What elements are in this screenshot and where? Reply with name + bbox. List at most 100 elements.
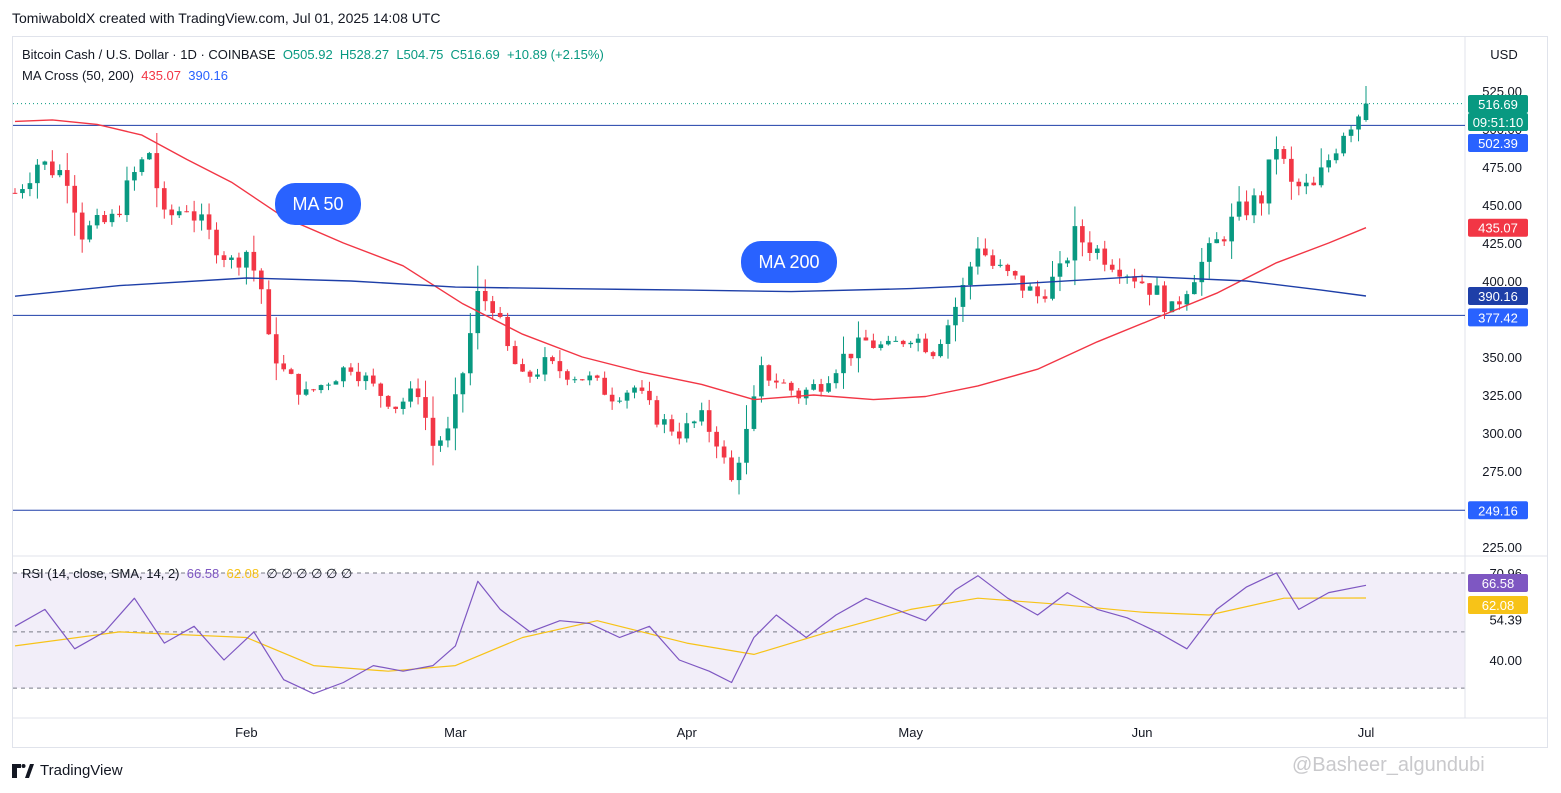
- candle-body[interactable]: [482, 291, 488, 302]
- candle-body[interactable]: [296, 373, 301, 395]
- candle-body[interactable]: [109, 213, 115, 223]
- candle-body[interactable]: [370, 375, 376, 384]
- candle-body[interactable]: [199, 214, 204, 221]
- candle-body[interactable]: [1289, 158, 1294, 182]
- candle-body[interactable]: [915, 338, 921, 343]
- candle-body[interactable]: [1266, 159, 1272, 204]
- candle-body[interactable]: [818, 384, 824, 392]
- candle-body[interactable]: [796, 390, 802, 399]
- candle-body[interactable]: [557, 361, 563, 372]
- candle-body[interactable]: [930, 352, 936, 357]
- candle-body[interactable]: [878, 344, 884, 348]
- candle-body[interactable]: [1027, 286, 1033, 291]
- candle-body[interactable]: [1087, 242, 1093, 253]
- candle-body[interactable]: [102, 215, 107, 223]
- candle-body[interactable]: [57, 170, 63, 176]
- candle-body[interactable]: [27, 183, 33, 190]
- candle-body[interactable]: [72, 185, 78, 213]
- candle-body[interactable]: [497, 312, 503, 317]
- candle-body[interactable]: [893, 340, 899, 342]
- candle-body[interactable]: [214, 229, 219, 256]
- candle-body[interactable]: [632, 387, 637, 393]
- candle-body[interactable]: [923, 338, 928, 353]
- candle-body[interactable]: [311, 389, 316, 391]
- candle-body[interactable]: [572, 379, 578, 381]
- candle-body[interactable]: [788, 382, 794, 391]
- candle-body[interactable]: [147, 153, 152, 160]
- candle-body[interactable]: [729, 457, 734, 481]
- candle-body[interactable]: [1139, 281, 1145, 284]
- candle-body[interactable]: [826, 383, 831, 392]
- candle-body[interactable]: [1244, 201, 1249, 216]
- candle-body[interactable]: [169, 209, 175, 216]
- candle-body[interactable]: [751, 396, 757, 429]
- candle-body[interactable]: [647, 390, 652, 401]
- candle-body[interactable]: [408, 388, 413, 402]
- candle-body[interactable]: [587, 375, 593, 381]
- candle-body[interactable]: [430, 417, 436, 446]
- candle-body[interactable]: [871, 340, 876, 348]
- candle-body[interactable]: [1303, 182, 1309, 187]
- candle-body[interactable]: [1206, 243, 1212, 262]
- candle-body[interactable]: [811, 384, 816, 390]
- currency-button[interactable]: USD: [1490, 47, 1518, 62]
- candle-body[interactable]: [400, 401, 406, 409]
- candle-body[interactable]: [938, 343, 943, 357]
- candle-body[interactable]: [363, 375, 369, 382]
- candle-body[interactable]: [1296, 181, 1302, 187]
- candle-body[interactable]: [1333, 153, 1339, 161]
- candle-body[interactable]: [1154, 285, 1160, 295]
- candle-body[interactable]: [445, 428, 451, 441]
- candle-body[interactable]: [945, 325, 951, 344]
- candle-body[interactable]: [1259, 195, 1264, 204]
- candle-body[interactable]: [699, 410, 705, 422]
- candle-body[interactable]: [132, 172, 137, 181]
- candle-body[interactable]: [87, 225, 92, 240]
- candle-body[interactable]: [244, 251, 249, 268]
- candle-body[interactable]: [781, 382, 787, 384]
- candle-body[interactable]: [94, 215, 100, 226]
- candle-body[interactable]: [520, 364, 525, 372]
- candle-body[interactable]: [669, 419, 675, 432]
- candle-body[interactable]: [251, 251, 257, 271]
- candle-body[interactable]: [50, 161, 55, 176]
- candle-body[interactable]: [385, 395, 391, 407]
- candle-body[interactable]: [803, 389, 809, 399]
- candle-body[interactable]: [1348, 129, 1354, 136]
- candle-body[interactable]: [990, 255, 996, 266]
- ma50-line[interactable]: [14, 119, 1367, 401]
- candle-body[interactable]: [79, 212, 85, 240]
- candle-body[interactable]: [1274, 149, 1279, 160]
- candle-body[interactable]: [236, 257, 242, 268]
- candle-body[interactable]: [1102, 248, 1108, 265]
- candle-body[interactable]: [542, 357, 548, 375]
- candle-body[interactable]: [288, 369, 294, 374]
- candle-body[interactable]: [624, 392, 630, 401]
- candle-body[interactable]: [1094, 248, 1100, 253]
- candle-body[interactable]: [154, 153, 160, 189]
- candle-body[interactable]: [714, 431, 719, 447]
- candle-body[interactable]: [975, 248, 981, 267]
- candle-body[interactable]: [833, 373, 839, 384]
- candle-body[interactable]: [1117, 269, 1122, 277]
- candle-body[interactable]: [393, 406, 398, 409]
- candle-body[interactable]: [841, 353, 846, 374]
- candle-body[interactable]: [579, 379, 585, 381]
- candle-body[interactable]: [1065, 260, 1070, 264]
- candle-body[interactable]: [997, 264, 1003, 266]
- candle-body[interactable]: [1214, 239, 1220, 244]
- candle-body[interactable]: [744, 428, 749, 463]
- candle-body[interactable]: [662, 419, 667, 425]
- ma200-line[interactable]: [14, 275, 1367, 297]
- candle-body[interactable]: [654, 400, 660, 425]
- candle-body[interactable]: [960, 284, 966, 307]
- candle-body[interactable]: [1050, 276, 1055, 299]
- candle-body[interactable]: [550, 357, 555, 362]
- candle-body[interactable]: [1341, 135, 1346, 154]
- candle-body[interactable]: [12, 192, 18, 194]
- candle-body[interactable]: [848, 353, 854, 359]
- candle-body[interactable]: [1162, 285, 1167, 313]
- candle-body[interactable]: [64, 170, 70, 186]
- candle-body[interactable]: [1311, 182, 1317, 186]
